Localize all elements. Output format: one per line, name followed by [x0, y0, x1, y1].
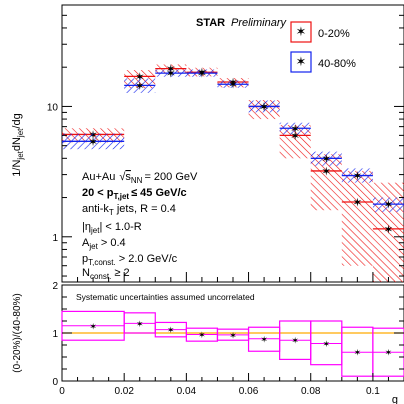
data-point-c40-80-1: ✶ — [135, 79, 145, 93]
main-y-tick-label-0: 1 — [52, 233, 58, 244]
ratio-point-0: ✶ — [89, 321, 97, 331]
data-point-c40-80-2: ✶ — [166, 67, 176, 81]
data-point-c0-20-7: ✶ — [321, 164, 331, 178]
legend-swatch-40-80 — [290, 51, 312, 73]
ratio-point-2: ✶ — [167, 325, 175, 335]
ratio-y-tick-label-1: 1 — [52, 329, 58, 340]
annotation-area: Ajet > 0.4 — [82, 237, 126, 251]
data-point-c40-80-4: ✶ — [228, 78, 238, 92]
ratio-x-tick-label-1: 0.02 — [114, 386, 134, 397]
ratio-note: Systematic uncertainties assumed uncorre… — [76, 292, 255, 302]
ratio-x-tick-label-0: 0 — [59, 386, 65, 397]
legend-swatch-0-20 — [290, 21, 312, 43]
annotation-collision: Au+Au √sNN = 200 GeV — [82, 171, 198, 185]
main-y-label: 1/NjetdNjet/dg — [11, 113, 25, 176]
data-point-c40-80-6: ✶ — [290, 122, 300, 136]
data-point-c0-20-8: ✶ — [352, 195, 362, 209]
ratio-x-tick-label-5: 0.1 — [366, 386, 380, 397]
data-point-c0-20-9: ✶ — [383, 222, 393, 236]
ratio-point-6: ✶ — [291, 336, 299, 346]
annotation-eta: |ηjet| < 1.0-R — [82, 221, 142, 235]
ratio-y-label: (0-20%)/(40-80%) — [12, 293, 23, 372]
chart-title: STAR — [196, 17, 225, 29]
data-point-c40-80-0: ✶ — [88, 135, 98, 149]
ratio-data-layer: ✶ ✶ ✶ ✶ ✶ ✶ ✶ ✶ ✶ ✶ — [61, 310, 404, 377]
ratio-y-tick-label-2: 2 — [52, 281, 58, 292]
data-point-c0-20-6: ✶ — [290, 129, 300, 143]
ratio-x-tick-label-2: 0.04 — [177, 386, 197, 397]
legend-label-0-20: 0-20% — [318, 28, 350, 40]
x-axis-label: g — [392, 394, 398, 404]
data-point-c0-20-1: ✶ — [135, 70, 145, 84]
data-point-c40-80-3: ✶ — [197, 67, 207, 81]
data-point-c40-80-9: ✶ — [383, 198, 393, 212]
main-y-tick-label-1: 10 — [47, 102, 59, 113]
ratio-point-7: ✶ — [322, 339, 330, 349]
annotation-nconst: Nconst. ≥ 2 — [82, 267, 130, 281]
syst-box-c0-20-8 — [341, 170, 373, 266]
ratio-point-5: ✶ — [260, 334, 268, 344]
data-point-c40-80-7: ✶ — [321, 152, 331, 166]
ratio-point-1: ✶ — [136, 319, 144, 329]
ratio-axes-layer: 0 1 2 0 0.02 0.04 0.06 0.08 0.1 — [52, 281, 404, 397]
main-data-layer: ✶✶✶✶✶✶✶✶✶✶✶✶✶✶✶✶✶✶✶✶ — [62, 62, 404, 282]
ratio-point-9: ✶ — [385, 348, 393, 358]
ratio-point-4: ✶ — [229, 330, 237, 340]
annotation-const-pt: pT,const. > 2.0 GeV/c — [82, 253, 178, 267]
data-point-c0-20-2: ✶ — [166, 62, 176, 76]
ratio-point-3: ✶ — [198, 330, 206, 340]
ratio-y-tick-label-0: 0 — [52, 377, 58, 388]
legend-marker-0-20: ✶ — [296, 24, 307, 39]
ratio-x-tick-label-4: 0.08 — [301, 386, 321, 397]
annotation-algo: anti-kT jets, R = 0.4 — [82, 203, 176, 217]
legend-label-40-80: 40-80% — [318, 58, 356, 70]
legend: ✶ 0-20% ✶ 40-80% — [290, 21, 356, 73]
annotation-block: Au+Au √sNN = 200 GeV 20 < pT,jet ≤ 45 GeV/c… — [82, 171, 198, 281]
ratio-point-8: ✶ — [354, 348, 362, 358]
data-point-c40-80-8: ✶ — [352, 169, 362, 183]
chart-subtitle: Preliminary — [231, 17, 288, 29]
legend-marker-40-80: ✶ — [296, 54, 307, 69]
main-axes-layer: 1 10 — [47, 4, 404, 282]
data-point-c40-80-5: ✶ — [259, 100, 269, 114]
ratio-x-tick-label-3: 0.06 — [239, 386, 259, 397]
annotation-pt-range: 20 < pT,jet ≤ 45 GeV/c — [82, 187, 187, 201]
